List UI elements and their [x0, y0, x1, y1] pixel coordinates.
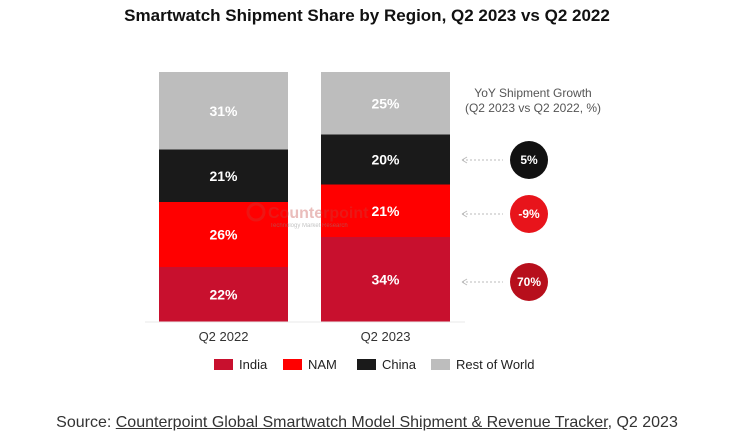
source-prefix: Source:	[56, 414, 116, 431]
data-label: 20%	[371, 152, 400, 168]
data-label: 21%	[209, 168, 238, 184]
data-label: 34%	[371, 272, 400, 288]
data-label: 21%	[371, 203, 400, 219]
legend-label: Rest of World	[456, 357, 535, 372]
data-label: 22%	[209, 287, 238, 303]
category-label: Q2 2022	[199, 329, 249, 344]
legend-item-nam: NAM	[283, 357, 337, 372]
legend-label: NAM	[308, 357, 337, 372]
bars-group: 22% 26% 21% 31% 34% 21% 20% 25%	[159, 72, 450, 322]
chart-area: 22% 26% 21% 31% 34% 21% 20% 25% Counterpoint Te…	[0, 0, 734, 410]
yoy-item-nam: -9%	[462, 195, 548, 233]
yoy-value: 5%	[520, 153, 538, 167]
yoy-item-china: 5%	[462, 141, 548, 179]
data-label: 26%	[209, 227, 238, 243]
legend-item-china: China	[357, 357, 417, 372]
legend-swatch	[214, 359, 233, 370]
legend-swatch	[357, 359, 376, 370]
source-link[interactable]: Counterpoint Global Smartwatch Model Shi…	[116, 414, 608, 431]
legend-swatch	[431, 359, 450, 370]
watermark-brand: Counterpoint	[268, 205, 369, 222]
legend-label: China	[382, 357, 417, 372]
watermark-tagline: Technology Market Research	[270, 223, 348, 229]
data-label: 25%	[371, 95, 400, 111]
legend-item-india: India	[214, 357, 268, 372]
data-label: 31%	[209, 103, 238, 119]
legend-label: India	[239, 357, 268, 372]
yoy-title-line1: YoY Shipment Growth	[474, 86, 591, 100]
yoy-value: 70%	[517, 275, 541, 289]
yoy-bubbles: 5% -9% 70%	[462, 141, 548, 301]
yoy-title-line2: (Q2 2023 vs Q2 2022, %)	[465, 101, 601, 115]
category-label: Q2 2023	[361, 329, 411, 344]
category-labels: Q2 2022 Q2 2023	[199, 329, 411, 344]
legend-swatch	[283, 359, 302, 370]
source-note: Source: Counterpoint Global Smartwatch M…	[0, 414, 734, 432]
source-suffix: , Q2 2023	[608, 414, 678, 431]
yoy-item-india: 70%	[462, 263, 548, 301]
legend: India NAM China Rest of World	[214, 357, 535, 372]
yoy-value: -9%	[518, 207, 540, 221]
legend-item-rest-of-world: Rest of World	[431, 357, 535, 372]
